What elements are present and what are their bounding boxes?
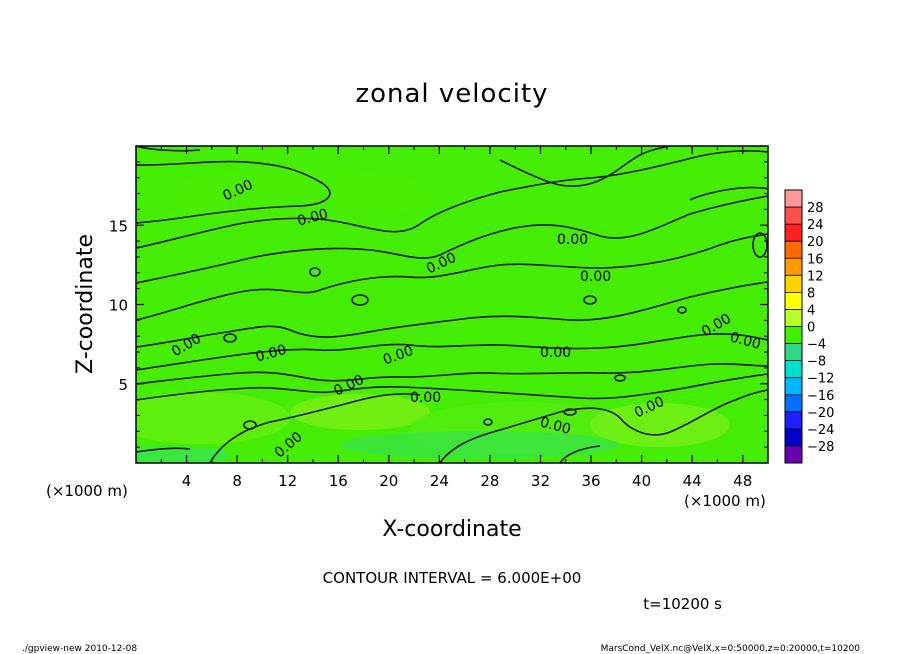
x-tick-label: 36: [581, 472, 600, 490]
field-shading: [136, 167, 730, 463]
x-tick-label: 8: [232, 472, 242, 490]
colorbar-label: −16: [807, 389, 834, 404]
footer-right: MarsCond_VelX.nc@VelX,x=0:50000,z=0:2000…: [601, 644, 861, 654]
colorbar-label: −4: [807, 338, 826, 353]
x-tick-label: 20: [379, 472, 398, 490]
contour-label: 0.00: [410, 390, 441, 406]
colorbar-label: −20: [807, 406, 834, 421]
contour-lines: [136, 146, 768, 463]
contour-label: 0.00: [254, 342, 288, 366]
colorbar: 28 24 20 16 12 8 4 0 −4 −8 −12 −16 −20 −24 −28: [784, 189, 834, 464]
x-axis-title: X-coordinate: [382, 517, 521, 542]
colorbar-swatch: [785, 309, 802, 327]
y-axis-title: Z-coordinate: [73, 234, 98, 374]
colorbar-label: 24: [807, 218, 824, 233]
y-tick-label: 15: [109, 217, 128, 235]
x-tick-label: 4: [182, 472, 192, 490]
contour-label: 0.00: [728, 329, 762, 353]
x-tick-label: 44: [683, 472, 702, 490]
colorbar-swatch: [785, 411, 802, 430]
time-label: t=10200 s: [643, 595, 722, 613]
x-tick-label: 40: [632, 472, 651, 490]
x-tick-label: 28: [480, 472, 499, 490]
colorbar-label: 12: [807, 269, 824, 284]
colorbar-label: −8: [807, 355, 826, 370]
colorbar-swatch: [785, 445, 802, 464]
contour-label: 0.00: [540, 345, 571, 361]
z-axis-units: (×1000 m): [46, 482, 128, 500]
y-tick-label: 5: [118, 376, 128, 394]
colorbar-swatch: [785, 377, 802, 396]
y-axis-ticks: 5 10 15: [109, 161, 768, 448]
colorbar-swatch: [785, 207, 802, 225]
colorbar-swatch: [785, 428, 802, 447]
contour-label: 0.00: [538, 414, 572, 438]
colorbar-swatch: [785, 394, 802, 413]
contour-label: 0.00: [296, 206, 330, 230]
colorbar-swatch: [785, 360, 802, 379]
x-tick-label: 48: [733, 472, 752, 490]
colorbar-label: −24: [807, 423, 834, 438]
chart-title: zonal velocity: [355, 79, 548, 109]
footer-left: ./gpview-new 2010-12-08: [22, 644, 137, 654]
colorbar-swatch: [785, 292, 802, 310]
x-axis-ticks: 4 8 12 16 20 24 28 32 36 40 44 48: [160, 146, 752, 490]
colorbar-label: 20: [807, 235, 824, 250]
colorbar-swatch: [785, 343, 802, 362]
colorbar-label: 0: [807, 321, 815, 336]
colorbar-swatch: [785, 258, 802, 276]
colorbar-swatch: [785, 241, 802, 259]
colorbar-label: 16: [807, 252, 824, 267]
x-tick-label: 32: [531, 472, 550, 490]
colorbar-label: 8: [807, 286, 815, 301]
colorbar-label: −28: [807, 440, 834, 455]
x-tick-label: 12: [278, 472, 297, 490]
contour-interval-text: CONTOUR INTERVAL = 6.000E+00: [323, 569, 582, 587]
colorbar-label: 4: [807, 303, 815, 318]
x-axis-units: (×1000 m): [684, 492, 766, 510]
colorbar-label: −12: [807, 372, 834, 387]
colorbar-swatch: [785, 326, 802, 345]
colorbar-swatch: [785, 190, 802, 208]
contour-label: 0.00: [580, 269, 611, 285]
colorbar-swatch: [785, 224, 802, 242]
x-tick-label: 16: [329, 472, 348, 490]
contour-label: 0.00: [557, 232, 588, 248]
colorbar-label: 28: [807, 201, 824, 216]
colorbar-swatch: [785, 275, 802, 293]
x-tick-label: 24: [430, 472, 449, 490]
y-tick-label: 10: [109, 297, 128, 315]
